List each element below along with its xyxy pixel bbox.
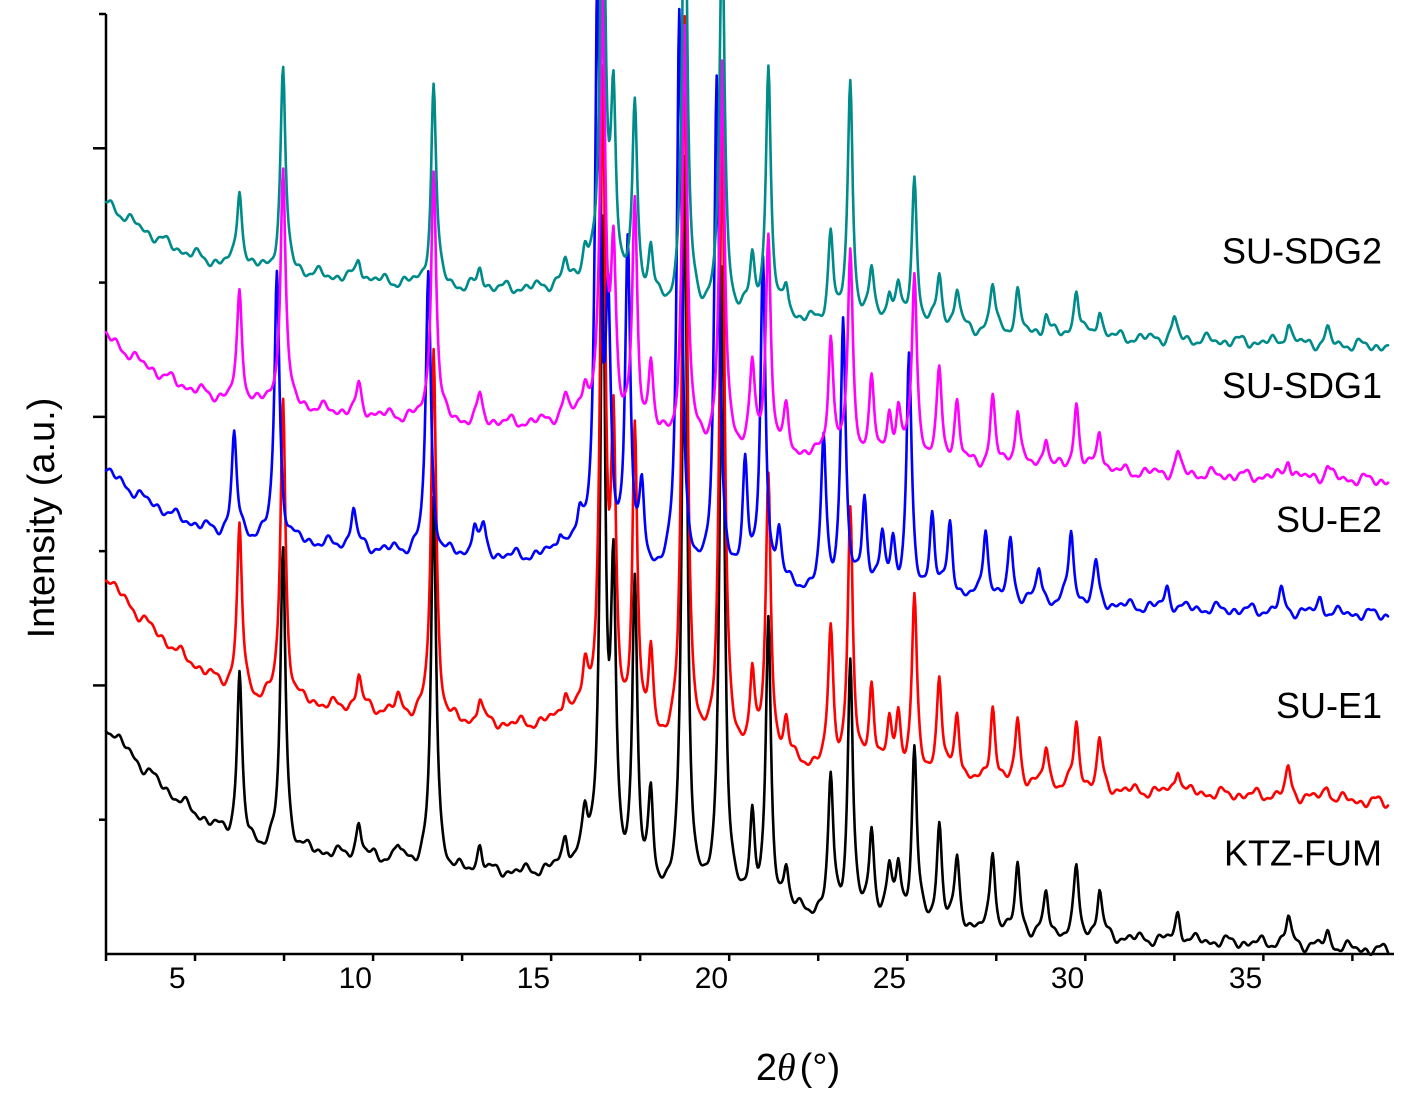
x-ticks: 5 10 15 20 25 30 35 <box>104 954 1354 995</box>
x-tick-label: 20 <box>695 962 728 995</box>
series-line-su-e1 <box>104 14 1390 809</box>
y-axis-title: Intensity (a.u.) <box>21 398 63 639</box>
series-line-ktz-fum <box>104 155 1390 956</box>
x-tick-label: 5 <box>169 962 186 995</box>
x-tick-label: 15 <box>517 962 550 995</box>
series-line-su-e2 <box>104 0 1390 621</box>
series-line-su-sdg2 <box>104 0 1390 352</box>
axes <box>104 14 1394 956</box>
x-tick-label: 10 <box>339 962 372 995</box>
series-label-su-e2: SU-E2 <box>1276 499 1382 540</box>
x-tick-label: 30 <box>1051 962 1084 995</box>
series-lines <box>104 0 1390 956</box>
x-axis-title: 2θ (°) <box>756 1047 840 1089</box>
x-tick-label: 25 <box>873 962 906 995</box>
series-label-su-sdg2: SU-SDG2 <box>1222 231 1382 272</box>
series-labels: KTZ-FUM SU-E1 SU-E2 SU-SDG1 SU-SDG2 <box>1222 231 1382 874</box>
y-ticks <box>93 12 106 821</box>
series-label-ktz-fum: KTZ-FUM <box>1224 833 1382 874</box>
x-tick-label: 35 <box>1229 962 1262 995</box>
series-label-su-e1: SU-E1 <box>1276 685 1382 726</box>
series-label-su-sdg1: SU-SDG1 <box>1222 365 1382 406</box>
series-line-su-sdg1 <box>104 0 1390 487</box>
